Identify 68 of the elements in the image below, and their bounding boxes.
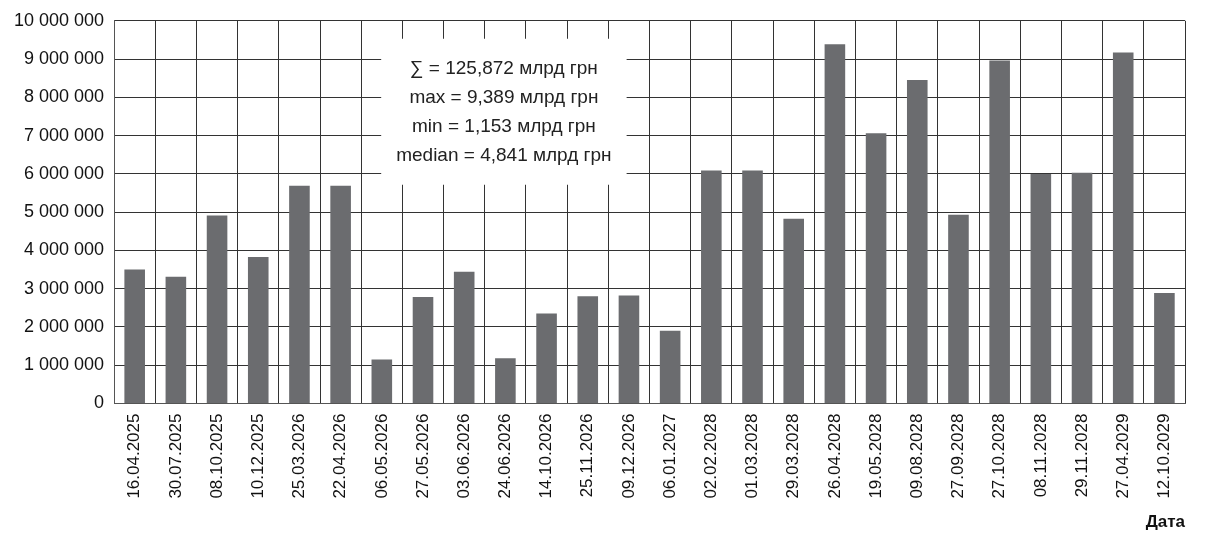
bar [247,256,269,404]
bar [659,330,681,404]
bar [906,80,928,404]
y-tick-label: 9 000 000 [24,48,105,69]
x-tick-label: 16.04.2025 [124,413,144,499]
y-tick-label: 0 [94,392,105,413]
bar [289,185,310,404]
bar [206,215,228,404]
x-tick-label: 01.03.2028 [742,413,762,499]
bar [1154,292,1175,404]
x-tick-label: 25.03.2026 [289,413,309,499]
bar [783,218,804,404]
x-tick-label: 29.11.2028 [1071,413,1091,498]
x-tick-label: 27.05.2026 [412,413,432,499]
x-tick-label: 03.06.2026 [453,413,473,499]
x-tick-label: 30.07.2025 [165,413,185,499]
x-axis-title: Дата [1145,512,1186,532]
bar [865,133,887,404]
bar [948,214,969,404]
annotation: median = 4,841 млрд грн [396,143,612,165]
bar [453,271,475,404]
x-tick-label: 27.09.2028 [948,413,968,499]
y-tick-label: 1 000 000 [24,354,105,375]
bar [124,269,145,404]
y-tick-label: 6 000 000 [24,162,105,183]
annotation: min = 1,153 млрд грн [412,114,596,136]
y-tick-label: 10 000 000 [13,9,105,30]
annotation: ∑ = 125,872 млрд грн [410,56,598,79]
y-tick-label: 4 000 000 [24,239,105,260]
bar [495,358,516,404]
x-tick-label: 09.08.2028 [906,413,926,499]
x-tick-label: 27.04.2029 [1112,413,1132,499]
bar [577,296,599,404]
bar [1112,52,1134,404]
x-tick-label: 14.10.2026 [536,413,556,499]
x-tick-label: 09.12.2026 [618,413,638,499]
bar [701,170,722,404]
x-tick-label: 08.11.2028 [1030,413,1050,498]
bar [412,297,434,404]
x-tick-label: 08.10.2025 [206,413,226,499]
x-tick-label: 10.12.2025 [247,413,267,499]
y-tick-label: 7 000 000 [24,124,105,145]
x-tick-label: 06.05.2026 [371,413,391,499]
x-tick-label: 06.01.2027 [659,413,679,499]
x-tick-label: 26.04.2028 [824,413,844,499]
x-tick-label: 19.05.2028 [865,413,885,499]
bar [618,295,640,404]
y-tick-label: 2 000 000 [24,315,105,336]
x-tick-label: 22.04.2026 [330,413,350,499]
bar [165,276,187,404]
bar [536,313,557,404]
x-tick-label: 25.11.2026 [577,413,597,498]
annotation: max = 9,389 млрд грн [409,85,599,107]
bar [1030,173,1052,404]
bar [824,44,846,404]
bar [1071,172,1093,404]
y-tick-label: 5 000 000 [24,201,105,222]
x-tick-label: 29.03.2028 [783,413,803,499]
bar [742,170,763,404]
bar [330,185,351,404]
bar [989,60,1010,404]
x-tick-label: 02.02.2028 [701,413,721,499]
y-tick-label: 3 000 000 [24,277,105,298]
x-tick-label: 12.10.2029 [1154,413,1174,499]
x-tick-label: 24.06.2026 [495,413,515,499]
y-tick-label: 8 000 000 [24,86,105,107]
x-tick-label: 27.10.2028 [989,413,1009,499]
bar [371,359,393,404]
